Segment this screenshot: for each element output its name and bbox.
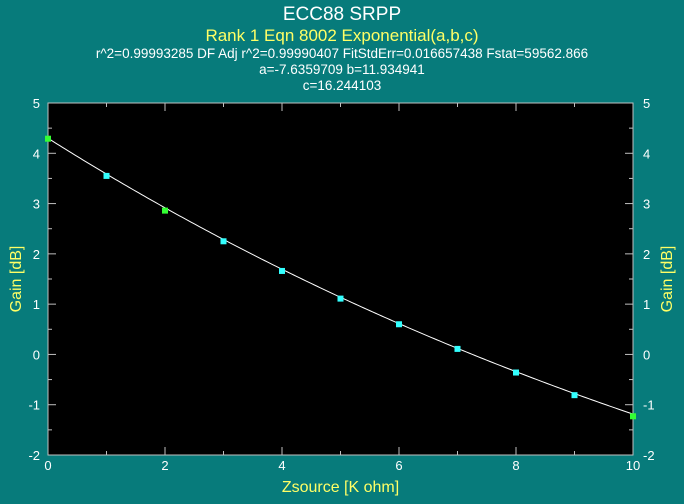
- y-tick-label-left: -1: [28, 398, 40, 413]
- y-tick-label-left: 5: [33, 96, 40, 111]
- x-tick-label: 8: [512, 458, 519, 473]
- data-point: [103, 172, 110, 179]
- plot-area: [47, 102, 634, 456]
- y-tick-label-right: 4: [643, 146, 650, 161]
- data-point: [162, 207, 168, 214]
- chart-subtitle: Rank 1 Eqn 8002 Exponential(a,b,c): [205, 26, 479, 45]
- fit-coefficient-c: c=16.244103: [302, 78, 382, 93]
- data-point: [454, 345, 461, 352]
- data-point: [337, 295, 344, 302]
- chart-title: ECC88 SRPP: [282, 4, 402, 25]
- y-tick-label-right: 2: [643, 247, 650, 262]
- data-point: [220, 238, 227, 245]
- axis-tick-labels: 0 2 4 6 8 105 54 43 32 21 10 0-1 -1-2 -2: [28, 96, 654, 473]
- y-tick-label-right: 1: [643, 297, 650, 312]
- x-tick-label: 4: [278, 458, 285, 473]
- y-tick-label-left: 3: [33, 197, 40, 212]
- data-points: [45, 135, 636, 420]
- y-tick-label-right: 0: [643, 347, 650, 362]
- y-tick-label-right: 5: [643, 96, 650, 111]
- data-point: [630, 413, 636, 420]
- data-point: [45, 135, 51, 142]
- y-tick-label-left: 1: [33, 297, 40, 312]
- data-point: [571, 392, 578, 399]
- x-axis-label: Zsource [K ohm]: [282, 479, 399, 496]
- x-tick-label: 2: [161, 458, 168, 473]
- x-tick-label: 6: [395, 458, 402, 473]
- x-tick-label: 0: [44, 458, 51, 473]
- x-tick-label: 10: [626, 458, 640, 473]
- y-axis-label-left: Gain [dB]: [8, 246, 25, 313]
- y-tick-label-left: 4: [33, 146, 40, 161]
- y-tick-label-right: -1: [643, 398, 655, 413]
- y-tick-label-left: 0: [33, 347, 40, 362]
- y-axis-label-right: Gain [dB]: [659, 246, 676, 313]
- data-point: [513, 369, 519, 376]
- chart-header: ECC88 SRPP Rank 1 Eqn 8002 Exponential(a…: [0, 0, 684, 94]
- y-tick-label-left: 2: [33, 247, 40, 262]
- y-tick-label-left: -2: [28, 448, 40, 463]
- y-tick-label-right: 3: [643, 197, 650, 212]
- fit-coefficients-ab: a=-7.6359709 b=11.934941: [259, 62, 425, 77]
- y-tick-label-right: -2: [643, 448, 655, 463]
- data-point: [279, 267, 285, 274]
- data-point: [396, 321, 402, 328]
- axis-ticks: [47, 102, 634, 456]
- fit-statistics: r^2=0.99993285 DF Adj r^2=0.99990407 Fit…: [95, 46, 589, 61]
